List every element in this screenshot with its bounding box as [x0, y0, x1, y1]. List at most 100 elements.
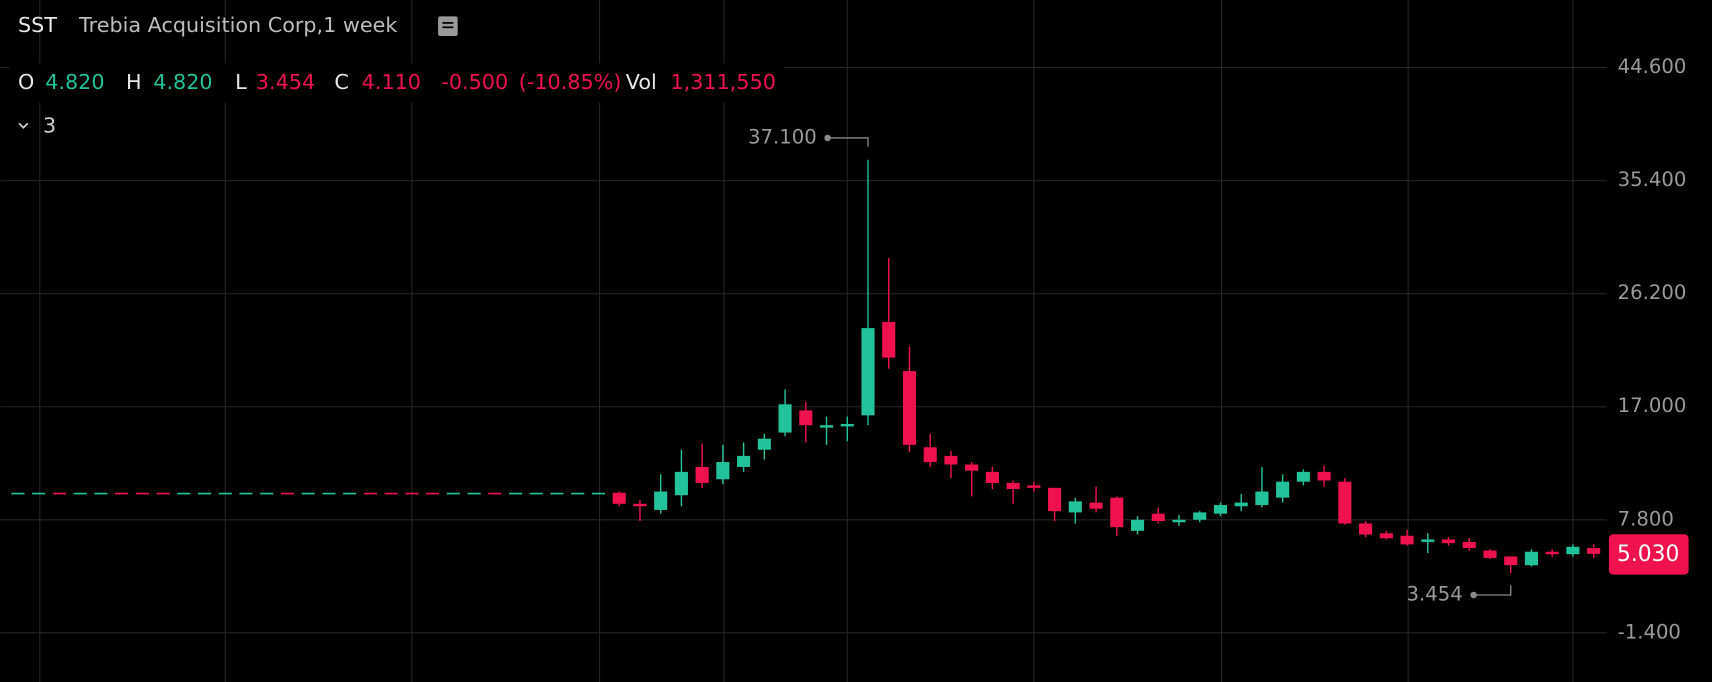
- candle-body: [1172, 519, 1186, 523]
- indicators-toggle[interactable]: 3: [18, 114, 56, 138]
- candle-body: [778, 404, 792, 433]
- candle-body: [1504, 556, 1518, 566]
- candle-body: [1483, 550, 1497, 558]
- y-tick-label: 17.000: [1618, 394, 1687, 417]
- ohlc-legend: O 4.820 H 4.820 L 3.454 C 4.110 -0.500 (…: [18, 70, 776, 94]
- candle-body: [405, 492, 419, 495]
- candle-body: [633, 503, 647, 507]
- candle-body: [1462, 541, 1476, 549]
- candle-body: [1338, 481, 1352, 524]
- candle-body: [529, 492, 543, 495]
- candle-body: [612, 492, 626, 504]
- symbol[interactable]: SST: [18, 13, 57, 37]
- candle-body: [198, 492, 212, 495]
- candle-body: [1296, 471, 1310, 482]
- candle-body: [1359, 523, 1373, 535]
- candle-body: [11, 492, 25, 495]
- candle-body: [156, 492, 170, 495]
- candle-body: [1151, 513, 1165, 522]
- candle-body: [467, 492, 481, 495]
- candle-body: [508, 492, 523, 495]
- indicators-count: 3: [43, 114, 56, 138]
- candle-body: [1006, 482, 1020, 490]
- volume-label: Vol: [626, 70, 657, 94]
- candle-body: [1193, 512, 1207, 520]
- candle-body: [1130, 519, 1145, 531]
- candle-body: [550, 492, 564, 495]
- y-tick-label: -1.400: [1618, 620, 1681, 643]
- candle-body: [674, 471, 688, 496]
- candle-body: [301, 492, 315, 495]
- candle-body: [343, 492, 357, 495]
- candle-body: [985, 471, 999, 483]
- low-value: 3.454: [256, 70, 315, 94]
- candle-body: [840, 423, 854, 427]
- candle-body: [1234, 502, 1248, 507]
- candle-body: [1048, 487, 1062, 512]
- candle-body: [239, 492, 253, 495]
- candle-body: [1027, 485, 1041, 488]
- candle-body: [488, 492, 502, 495]
- candle-body: [737, 455, 751, 467]
- candle-body: [1421, 539, 1435, 542]
- y-tick-label: 7.800: [1618, 507, 1674, 530]
- instrument-name[interactable]: Trebia Acquisition Corp,1 week: [78, 13, 397, 37]
- candle-body: [1068, 501, 1082, 513]
- candle-body: [135, 492, 149, 495]
- candle-body: [384, 492, 398, 495]
- candle-body: [861, 328, 875, 416]
- candle-body: [260, 492, 274, 495]
- details-icon[interactable]: [438, 16, 458, 37]
- candle-body: [882, 321, 896, 358]
- y-tick-label: 44.600: [1618, 55, 1687, 78]
- candle-body: [1089, 502, 1103, 509]
- low-marker-label: 3.454: [1407, 583, 1463, 606]
- candle-body: [363, 492, 377, 495]
- candle-body: [819, 425, 834, 428]
- low-marker-line: [1473, 585, 1512, 596]
- candle-body: [571, 492, 585, 495]
- candle-body: [716, 462, 730, 480]
- icon-body: [438, 16, 458, 37]
- last-price-tag: [1608, 534, 1689, 575]
- candles: [11, 159, 1601, 574]
- candle-body: [73, 492, 87, 495]
- candle-body: [32, 492, 46, 495]
- candle-body: [52, 492, 66, 495]
- candle-body: [1276, 481, 1290, 498]
- candle-body: [218, 492, 232, 495]
- y-tick-label: 35.400: [1618, 168, 1687, 191]
- candle-body: [1545, 551, 1559, 555]
- close-label: C: [334, 70, 348, 94]
- chevron: [18, 122, 29, 129]
- candle-body: [94, 492, 108, 495]
- candle-body: [944, 455, 958, 465]
- candle-body: [1317, 471, 1331, 481]
- legend-background: [9, 63, 784, 103]
- candle-body: [695, 466, 709, 483]
- open-value: 4.820: [45, 70, 104, 94]
- candle-body: [1524, 551, 1538, 566]
- candle-body: [322, 492, 336, 495]
- candle-body: [965, 464, 979, 471]
- candle-body: [1255, 491, 1269, 506]
- high-value: 4.820: [153, 70, 212, 94]
- candle-body: [591, 492, 606, 495]
- candle-body: [1213, 505, 1228, 514]
- candle-body: [1110, 497, 1124, 528]
- change-percent: (-10.85%): [519, 70, 622, 94]
- candle-body: [799, 410, 813, 426]
- candle-body: [426, 492, 440, 495]
- close-value: 4.110: [362, 70, 421, 94]
- open-label: O: [18, 70, 34, 94]
- vertical-grid: [39, 0, 1574, 682]
- candle-body: [757, 438, 771, 450]
- candle-body: [923, 447, 937, 463]
- high-label: H: [126, 70, 142, 94]
- change: -0.500: [441, 70, 508, 94]
- high-marker-label: 37.100: [748, 125, 817, 148]
- candle-body: [280, 492, 295, 495]
- overlay: 37.100 3.454 5.030: [748, 125, 1689, 606]
